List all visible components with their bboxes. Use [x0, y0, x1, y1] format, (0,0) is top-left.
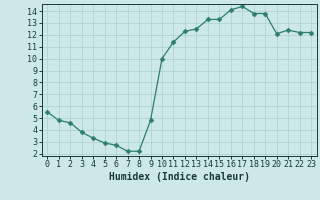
X-axis label: Humidex (Indice chaleur): Humidex (Indice chaleur) [109, 172, 250, 182]
